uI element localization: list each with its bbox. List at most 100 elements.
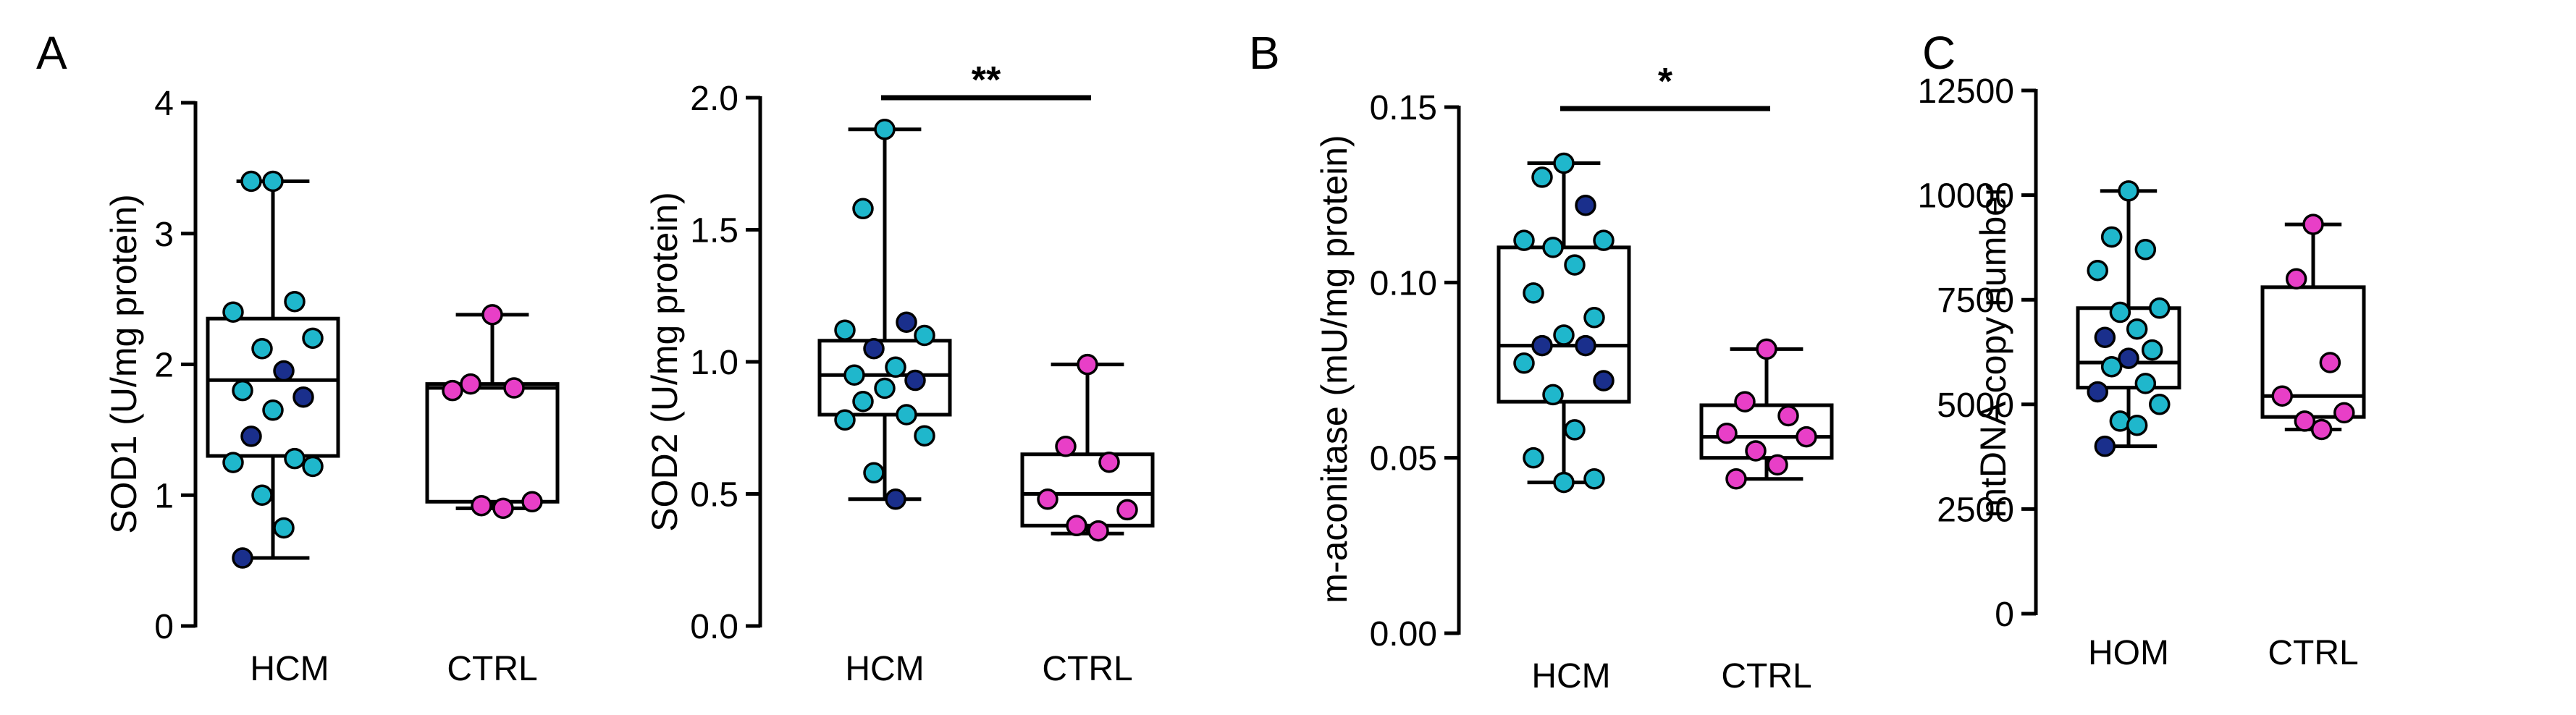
data-point (1725, 468, 1747, 490)
data-point (1542, 384, 1564, 406)
data-point (1553, 471, 1575, 494)
data-point (222, 452, 244, 473)
y-tick-label: 12500 (1918, 72, 2014, 111)
data-point (1553, 324, 1575, 346)
data-point (1098, 451, 1120, 473)
x-label-ctrl: CTRL (447, 650, 537, 688)
data-point (2094, 326, 2116, 349)
y-axis-label-m-aconitase: m-aconitase (mU/mg protein) (1314, 135, 1355, 603)
y-tick-label: 10000 (1918, 177, 2014, 216)
data-point (2109, 301, 2131, 323)
data-point (302, 455, 324, 478)
data-point (2118, 347, 2139, 369)
y-tick-label: 2.0 (690, 80, 738, 118)
data-point (1796, 426, 1817, 448)
y-tick-label: 0.00 (1370, 615, 1437, 653)
data-point (896, 404, 917, 426)
data-point (1077, 353, 1098, 376)
data-point (232, 379, 253, 402)
data-point (1564, 419, 1586, 441)
y-tick-label: 1.0 (690, 344, 738, 382)
data-point (2285, 268, 2307, 290)
data-point (874, 119, 896, 140)
box-iqr (817, 339, 952, 417)
data-point (1513, 352, 1535, 374)
data-point (2094, 435, 2116, 457)
y-tick-label: 0 (1995, 596, 2014, 634)
data-point (904, 369, 926, 392)
data-point (240, 426, 262, 447)
data-point (2087, 259, 2108, 282)
data-point (914, 324, 935, 347)
data-point (1583, 307, 1605, 329)
data-point (2100, 226, 2123, 248)
data-point (1593, 229, 1615, 251)
y-axis-label-sod1: SOD1 (U/mg protein) (104, 194, 144, 534)
chart-sod2: SOD2 (U/mg protein) ** HCM CTRL 0.0 0.5 1.… (644, 59, 1155, 688)
data-point (251, 338, 273, 360)
data-point (1575, 334, 1596, 357)
data-point (1523, 447, 1544, 469)
data-point (1513, 229, 1535, 251)
data-point (2149, 297, 2171, 319)
data-point (1777, 405, 1799, 427)
y-tick-label: 0.0 (690, 608, 738, 646)
data-point (2126, 414, 2148, 436)
y-tick-label: 2500 (1937, 491, 2014, 529)
y-axis-label-sod2: SOD2 (U/mg protein) (644, 192, 685, 532)
data-point (1593, 370, 1615, 392)
x-label-hcm: HCM (845, 650, 924, 688)
x-label-ctrl: CTRL (2268, 634, 2358, 672)
chart-mtdna: C mtDNA copy number HOM CTRL 0 2500 5000 75… (1918, 27, 2366, 672)
y-tick-label: 0.10 (1370, 264, 1437, 302)
panel-label-c: C (1922, 27, 1956, 79)
data-point (2100, 355, 2123, 378)
y-tick-label: 2 (154, 347, 174, 385)
data-point (273, 517, 295, 539)
data-point (2134, 239, 2157, 261)
data-point (2126, 318, 2148, 340)
data-point (843, 364, 865, 386)
data-point (1531, 166, 1553, 188)
data-point (302, 327, 324, 350)
data-point (232, 547, 253, 569)
x-label-ctrl: CTRL (1721, 657, 1811, 695)
data-point (885, 356, 906, 378)
data-point (2319, 352, 2341, 373)
data-point (2087, 381, 2108, 403)
data-point (2149, 394, 2171, 415)
data-point (834, 319, 856, 341)
data-point (852, 391, 874, 412)
y-tick-label: 1 (154, 477, 174, 515)
y-tick-label: 4 (154, 85, 174, 123)
data-point (1716, 422, 1738, 444)
data-point (273, 360, 295, 382)
data-point (863, 462, 885, 484)
data-point (1767, 454, 1788, 476)
data-point (885, 488, 906, 510)
y-axis-label-mtdna: mtDNA copy number (1973, 184, 2013, 517)
data-point (2271, 385, 2293, 407)
data-point (1734, 391, 1756, 412)
data-point (442, 379, 463, 402)
data-point (863, 338, 885, 360)
chart-sod1: A SOD1 (U/mg protein) HCM CTRL 0 1 2 3 4 (36, 27, 560, 688)
x-label-ctrl: CTRL (1042, 650, 1132, 688)
data-point (521, 491, 543, 513)
y-tick-label: 0.15 (1370, 89, 1437, 127)
data-point (1575, 194, 1596, 216)
panel-label-b: B (1249, 27, 1280, 79)
data-point (284, 290, 306, 313)
data-point (240, 170, 262, 192)
panel-label-a: A (36, 27, 67, 79)
data-point (914, 425, 935, 447)
data-point (471, 494, 492, 517)
y-tick-label: 0.05 (1370, 440, 1437, 478)
data-point (1116, 499, 1138, 521)
data-point (284, 447, 306, 470)
data-point (1523, 282, 1544, 304)
data-point (481, 304, 503, 326)
data-point (874, 377, 896, 399)
data-point (2118, 180, 2139, 202)
